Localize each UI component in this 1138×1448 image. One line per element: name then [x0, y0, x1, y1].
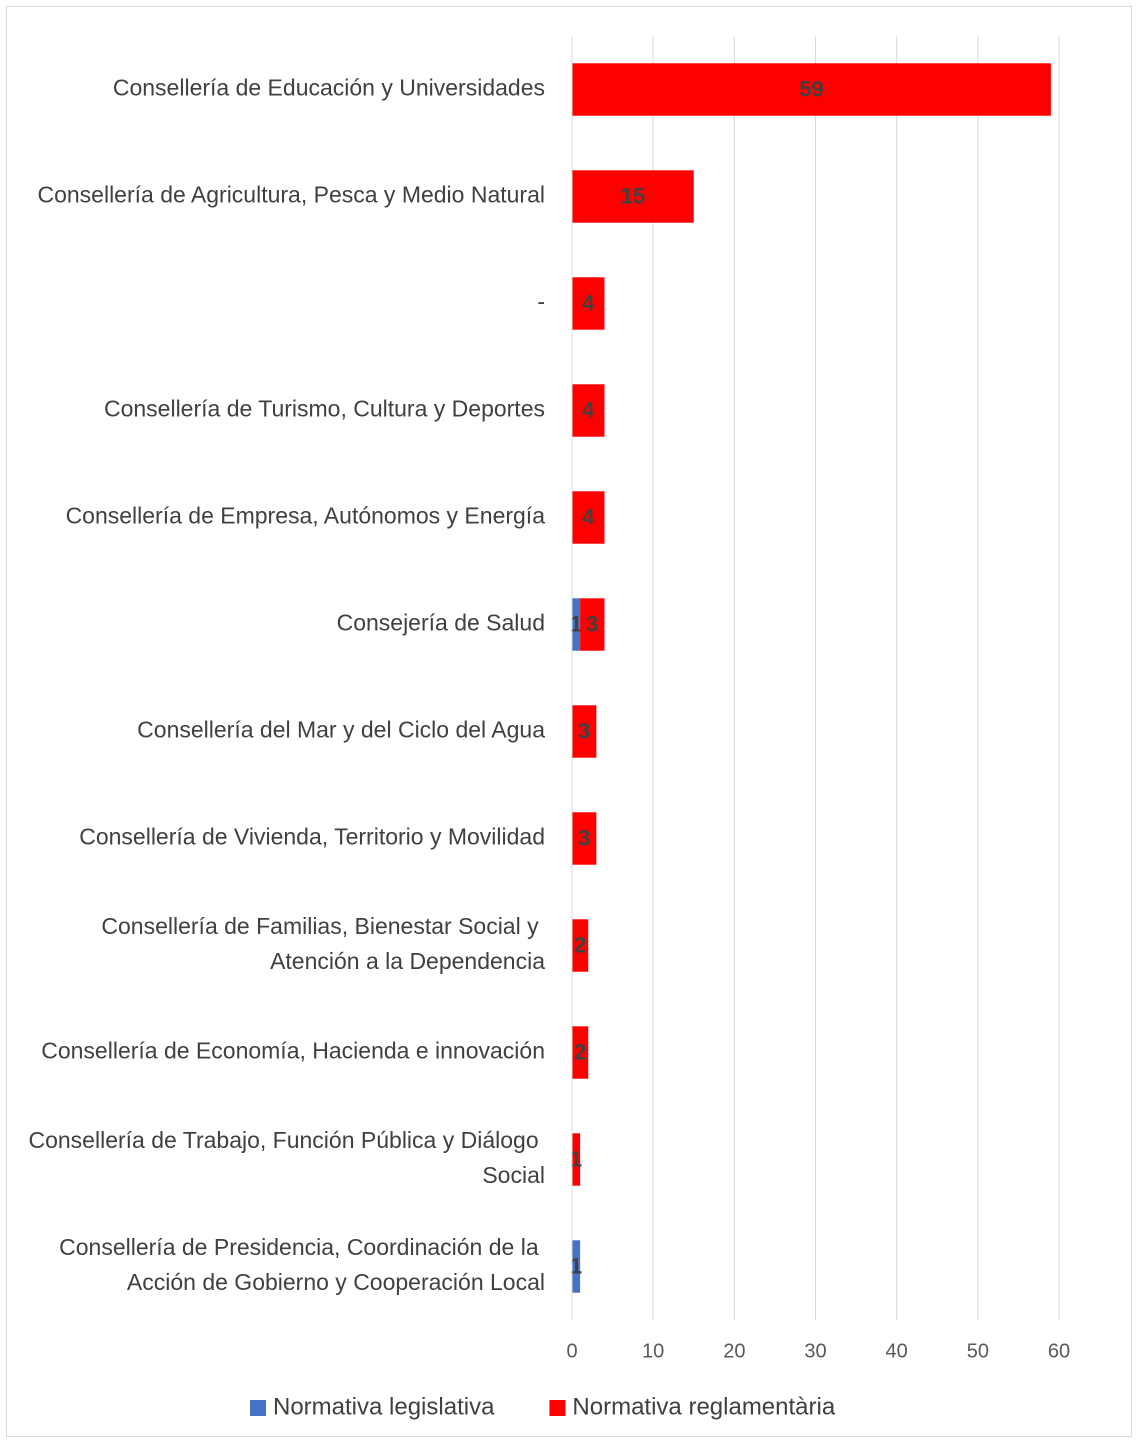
- category-label: Consellería de Turismo, Cultura y Deport…: [104, 396, 545, 422]
- bar: [572, 919, 589, 972]
- bar: [572, 812, 597, 865]
- x-tick-label: 50: [967, 1340, 989, 1362]
- bar: [572, 63, 1051, 116]
- data-label: 3: [578, 718, 590, 743]
- legend-swatch: [549, 1400, 566, 1416]
- bar: [572, 705, 597, 758]
- data-label: 3: [578, 825, 590, 850]
- x-tick-label: 40: [886, 1340, 908, 1362]
- category-label: Consellería de Presidencia, Coordinación…: [59, 1234, 545, 1295]
- data-label: 4: [582, 290, 595, 315]
- legend-label: Normativa reglamentària: [572, 1393, 835, 1420]
- data-label: 1: [570, 1253, 582, 1278]
- category-label: Consellería de Trabajo, Función Pública …: [28, 1127, 545, 1188]
- bar: [580, 598, 605, 651]
- category-label: Consellería de Familias, Bienestar Socia…: [101, 913, 545, 974]
- data-label: 2: [574, 1039, 586, 1064]
- bar: [572, 598, 581, 651]
- legend-swatch: [250, 1400, 266, 1416]
- category-label: Consejería de Salud: [337, 610, 545, 636]
- category-label: Consellería del Mar y del Ciclo del Agua: [137, 717, 545, 743]
- category-label: Consellería de Vivienda, Territorio y Mo…: [79, 824, 545, 850]
- bar: [572, 384, 605, 437]
- category-label: Consellería de Economía, Hacienda e inno…: [41, 1038, 545, 1064]
- x-tick-label: 60: [1048, 1340, 1070, 1362]
- bar: [572, 1026, 589, 1079]
- bar: [572, 491, 605, 544]
- legend-label: Normativa legislativa: [273, 1393, 495, 1420]
- bar: [572, 1133, 581, 1186]
- data-label: 1: [570, 611, 582, 636]
- x-tick-label: 0: [566, 1340, 577, 1362]
- category-label: -: [537, 289, 545, 315]
- data-label: 3: [586, 611, 598, 636]
- bar: [572, 1240, 581, 1293]
- bar: [572, 277, 605, 330]
- category-label: Consellería de Empresa, Autónomos y Ener…: [66, 503, 546, 529]
- data-label: 4: [582, 397, 595, 422]
- bar: [572, 170, 694, 223]
- x-tick-label: 10: [642, 1340, 664, 1362]
- data-label: 1: [570, 1146, 582, 1171]
- category-label: Consellería de Agricultura, Pesca y Medi…: [37, 182, 545, 208]
- category-label: Consellería de Educación y Universidades: [113, 75, 545, 101]
- x-tick-label: 20: [723, 1340, 745, 1362]
- data-label: 4: [582, 504, 595, 529]
- x-tick-label: 30: [804, 1340, 826, 1362]
- data-label: 15: [621, 183, 645, 208]
- chart-border: [6, 6, 1132, 1437]
- data-label: 59: [799, 76, 823, 101]
- data-label: 2: [574, 932, 586, 957]
